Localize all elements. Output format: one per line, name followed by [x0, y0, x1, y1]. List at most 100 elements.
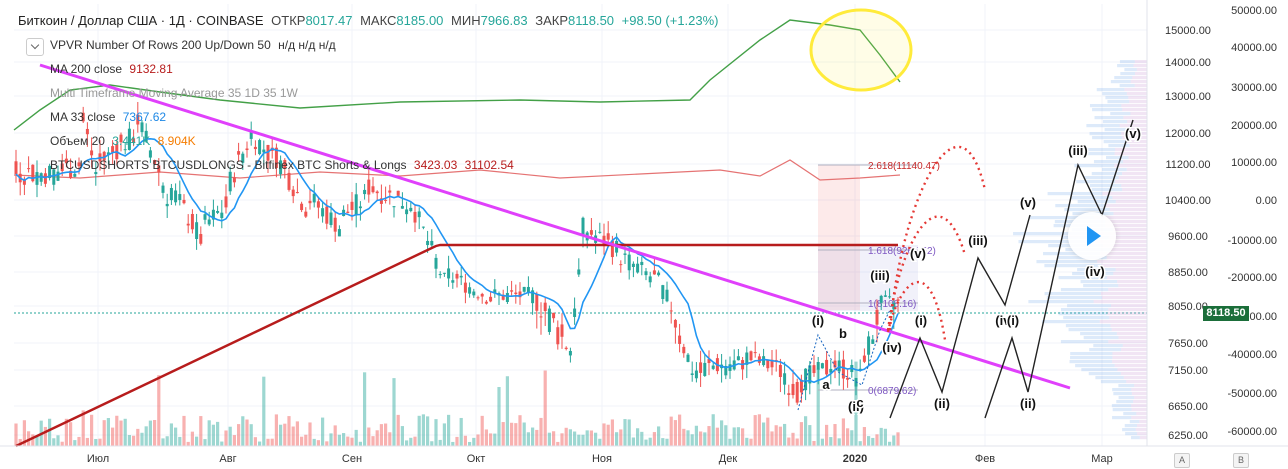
candle-body-132	[568, 350, 572, 356]
volume-bar-87	[379, 424, 383, 446]
candle-body-145	[623, 253, 627, 255]
volume-bar-45	[203, 439, 207, 446]
volume-bar-30	[140, 432, 144, 446]
volume-bar-158	[678, 414, 682, 446]
log-scale-button[interactable]: A	[1174, 453, 1190, 468]
vpvr-down-bar	[1108, 340, 1147, 344]
candle-body-23	[111, 146, 115, 153]
wave-label-1: (ii)	[848, 399, 864, 414]
volume-bar-77	[337, 434, 341, 446]
candle-body-48	[216, 210, 220, 213]
wave-label-4: (v)	[910, 246, 926, 261]
volume-bar-38	[174, 427, 178, 446]
volume-bar-151	[648, 437, 652, 446]
trendline[interactable]	[39, 63, 1071, 390]
candle-body-122	[526, 286, 530, 293]
price-tick-1: 14000.00	[1165, 57, 1211, 69]
vpvr-down-bar	[1115, 200, 1147, 204]
volume-bar-31	[144, 426, 148, 446]
candle-body-147	[631, 263, 635, 267]
volume-bar-35	[161, 438, 165, 446]
candle-body-165	[707, 359, 711, 364]
vpvr-up-bar	[1084, 176, 1119, 180]
vpvr-down-bar	[1123, 116, 1147, 120]
vpvr-up-bar	[1086, 124, 1120, 128]
volume-bar-108	[468, 441, 472, 446]
auto-scale-button[interactable]: B	[1233, 453, 1249, 468]
volume-bar-93	[405, 440, 409, 446]
volume-bar-70	[308, 422, 312, 446]
volume-bar-115	[497, 387, 501, 446]
volume-bar-14	[73, 440, 77, 446]
trendline-shape	[39, 63, 1071, 390]
price-tick-4: 11200.00	[1165, 159, 1210, 171]
candle-body-0	[14, 161, 18, 175]
candle-body-100	[434, 257, 438, 269]
vpvr-down-bar	[1108, 288, 1147, 292]
price-tick-3: 12000.00	[1165, 128, 1211, 140]
volume-bar-202	[862, 427, 866, 446]
volume-bar-106	[459, 417, 463, 446]
wave-label-16: b	[839, 326, 847, 341]
candle-body-68	[300, 203, 304, 211]
vpvr-up-bar	[1028, 300, 1094, 304]
candle-body-191	[816, 362, 820, 370]
vpvr-down-bar	[1131, 388, 1147, 392]
volume-bar-52	[232, 435, 236, 446]
candle-body-45	[203, 214, 207, 220]
volume-bar-161	[690, 434, 694, 446]
candle-body-56	[249, 130, 253, 139]
volume-bar-114	[493, 433, 497, 446]
volume-bar-59	[262, 376, 266, 446]
candle-body-51	[228, 171, 232, 192]
vpvr-down-bar	[1139, 420, 1147, 424]
vpvr-up-bar	[1060, 308, 1109, 312]
vpvr-up-bar	[1108, 144, 1130, 148]
vpvr-up-bar	[1070, 356, 1113, 360]
candle-body-83	[363, 189, 367, 195]
volume-bar-119	[514, 423, 518, 446]
volume-bar-53	[237, 424, 241, 446]
volume-bars	[14, 361, 900, 446]
volume-bar-181	[774, 425, 778, 446]
candle-body-11	[60, 163, 64, 172]
candle-body-74	[325, 206, 329, 224]
vpvr-up-bar	[1118, 396, 1135, 400]
vpvr-down-bar	[1110, 248, 1147, 252]
candle-body-4	[31, 164, 35, 182]
candle-body-7	[43, 173, 47, 184]
grid	[14, 4, 1147, 446]
vpvr-down-bar	[1106, 256, 1147, 260]
candle-body-19	[94, 172, 98, 175]
play-icon[interactable]	[1068, 212, 1116, 260]
time-tick-7: Фев	[975, 453, 995, 465]
vpvr-up-bar	[1124, 424, 1137, 428]
candle-body-151	[648, 276, 652, 283]
volume-bar-102	[442, 423, 446, 446]
vpvr-up-bar	[1036, 260, 1098, 264]
candle-body-135	[581, 217, 585, 236]
vpvr-down-bar	[1137, 432, 1147, 436]
candle-body-10	[56, 171, 60, 181]
volume-bar-122	[526, 432, 530, 446]
chevron-down-icon[interactable]	[26, 38, 44, 56]
vpvr-down-bar	[1131, 408, 1147, 412]
volume-bar-41	[186, 441, 190, 446]
vpvr-up-bar	[1119, 84, 1135, 88]
vpvr-down-bar	[1127, 120, 1147, 124]
candle-body-94	[409, 207, 413, 212]
vpvr-up-bar	[1112, 388, 1132, 392]
volume-bar-86	[375, 430, 379, 446]
candle-body-109	[472, 291, 476, 296]
ma200-line	[15, 243, 898, 448]
candle-body-166	[711, 365, 715, 369]
vpvr-up-bar	[1122, 428, 1136, 432]
vpvr-down-bar	[1117, 368, 1147, 372]
candle-body-160	[686, 354, 690, 362]
candle-body-193	[825, 359, 829, 375]
vpvr-down-bar	[1114, 152, 1147, 156]
vpvr-down-bar	[1131, 392, 1147, 396]
volume-bar-21	[102, 420, 106, 446]
volume-bar-209	[892, 435, 896, 446]
